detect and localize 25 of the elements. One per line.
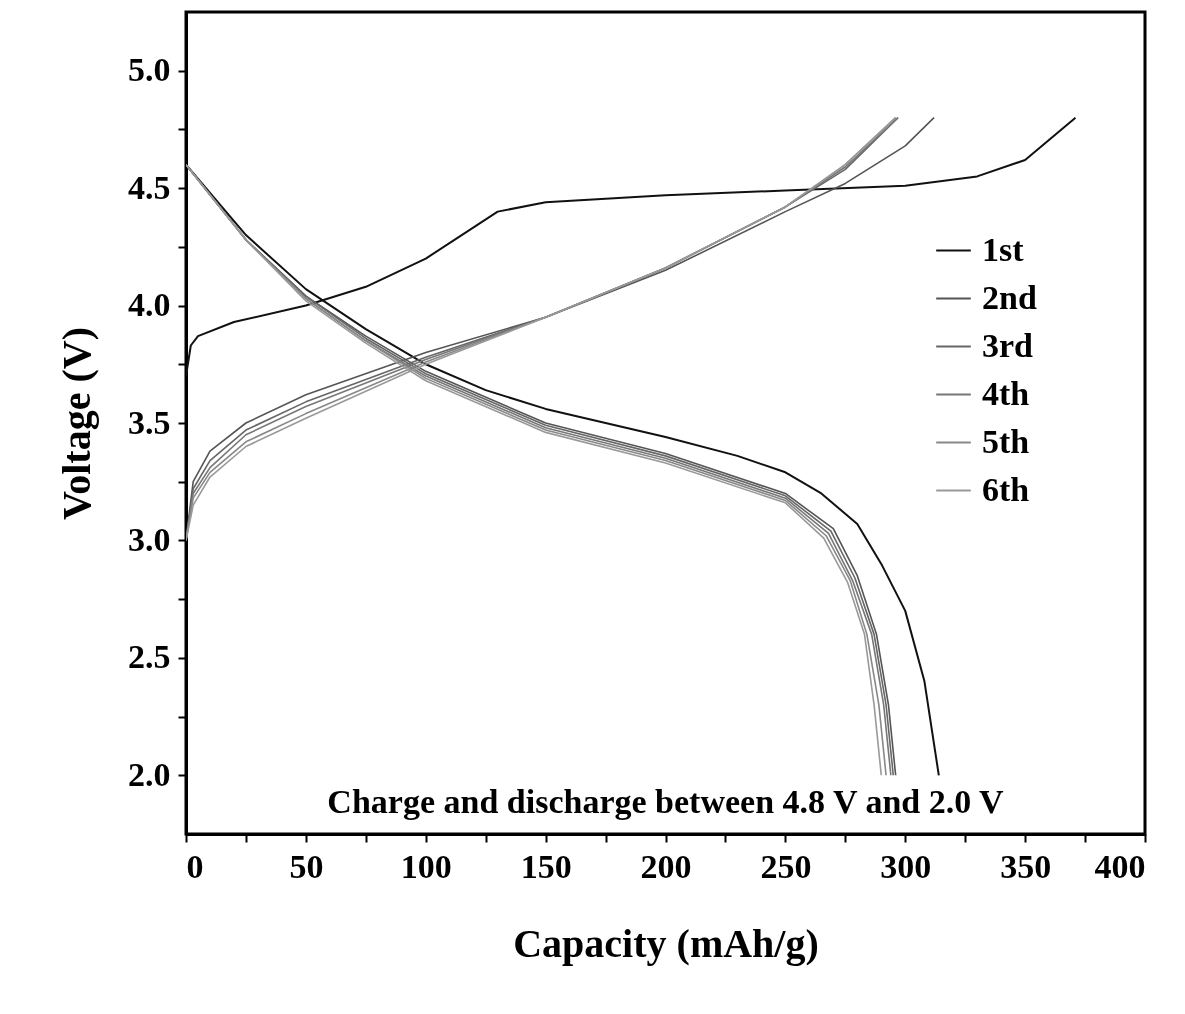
y-tick-label: 5.0 bbox=[128, 51, 171, 89]
x-tick-label: 200 bbox=[640, 847, 692, 885]
y-tick-label: 4.5 bbox=[128, 168, 171, 206]
x-tick-label: 400 bbox=[1094, 847, 1146, 885]
y-tick-label: 2.5 bbox=[128, 638, 171, 676]
legend-label: 5th bbox=[982, 422, 1030, 460]
x-tick-label: 0 bbox=[186, 847, 204, 885]
legend-label: 2nd bbox=[982, 278, 1037, 316]
legend-label: 6th bbox=[982, 470, 1030, 508]
y-tick-label: 2.0 bbox=[128, 755, 171, 793]
annotation: Charge and discharge between 4.8 V and 2.0 V bbox=[327, 783, 1005, 820]
legend-label: 4th bbox=[982, 374, 1030, 412]
x-axis-title: Capacity (mAh/g) bbox=[513, 920, 819, 966]
x-tick-label: 300 bbox=[880, 847, 932, 885]
y-axis-title: Voltage (V) bbox=[54, 327, 99, 520]
legend-label: 1st bbox=[982, 230, 1025, 268]
x-tick-label: 100 bbox=[400, 847, 452, 885]
x-tick-label: 50 bbox=[289, 847, 324, 885]
x-tick-label: 250 bbox=[760, 847, 812, 885]
y-tick-label: 3.5 bbox=[128, 403, 171, 441]
x-tick-label: 150 bbox=[520, 847, 572, 885]
x-tick-label: 350 bbox=[1000, 847, 1052, 885]
y-tick-label: 4.0 bbox=[128, 286, 171, 324]
y-tick-label: 3.0 bbox=[128, 520, 171, 558]
legend-label: 3rd bbox=[982, 326, 1034, 364]
